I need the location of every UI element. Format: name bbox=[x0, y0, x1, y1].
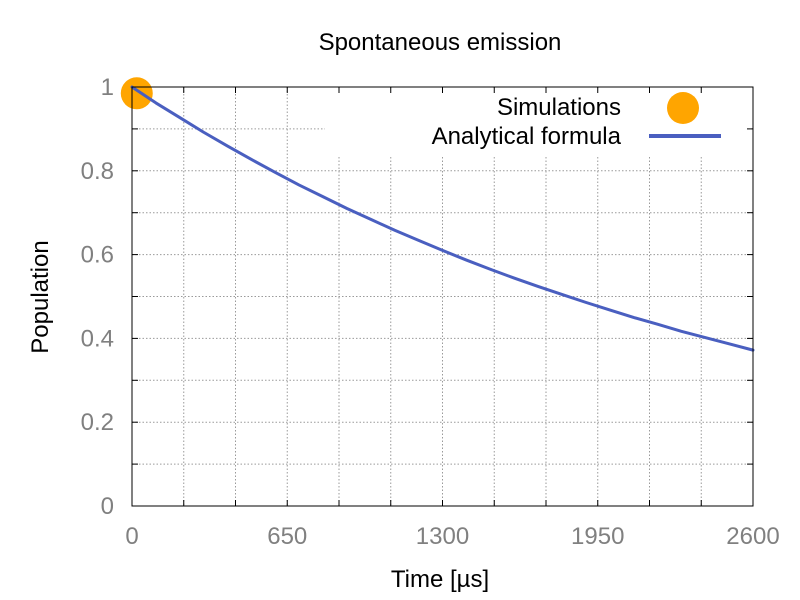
y-axis-label: Population bbox=[27, 240, 54, 353]
simulation-point bbox=[120, 77, 153, 110]
y-tick-label: 0.2 bbox=[81, 409, 114, 436]
x-tick-label: 650 bbox=[267, 523, 307, 550]
x-tick-label: 0 bbox=[125, 523, 138, 550]
chart-axes bbox=[131, 86, 754, 507]
legend-label-analytical-formula: Analytical formula bbox=[432, 123, 622, 150]
chart-title: Spontaneous emission bbox=[319, 29, 562, 56]
y-tick-label: 0 bbox=[101, 493, 114, 520]
legend-simulation-marker bbox=[667, 92, 699, 124]
x-tick-label: 1300 bbox=[416, 523, 469, 550]
chart-plot-area bbox=[120, 77, 755, 352]
y-tick-label: 0.4 bbox=[81, 325, 114, 352]
x-tick-label: 1950 bbox=[571, 523, 624, 550]
y-tick-label: 0.6 bbox=[81, 242, 114, 269]
analytical-formula-line bbox=[130, 85, 755, 352]
x-tick-label: 2600 bbox=[726, 523, 779, 550]
chart-tick-labels: 0 650 1300 1950 2600 0 0.2 0.4 0.6 0.8 1 bbox=[81, 74, 780, 550]
y-tick-label: 1 bbox=[101, 74, 114, 101]
x-axis-label: Time [µs] bbox=[391, 566, 489, 593]
legend-label-simulations: Simulations bbox=[497, 94, 621, 121]
y-tick-label: 0.8 bbox=[81, 158, 114, 185]
